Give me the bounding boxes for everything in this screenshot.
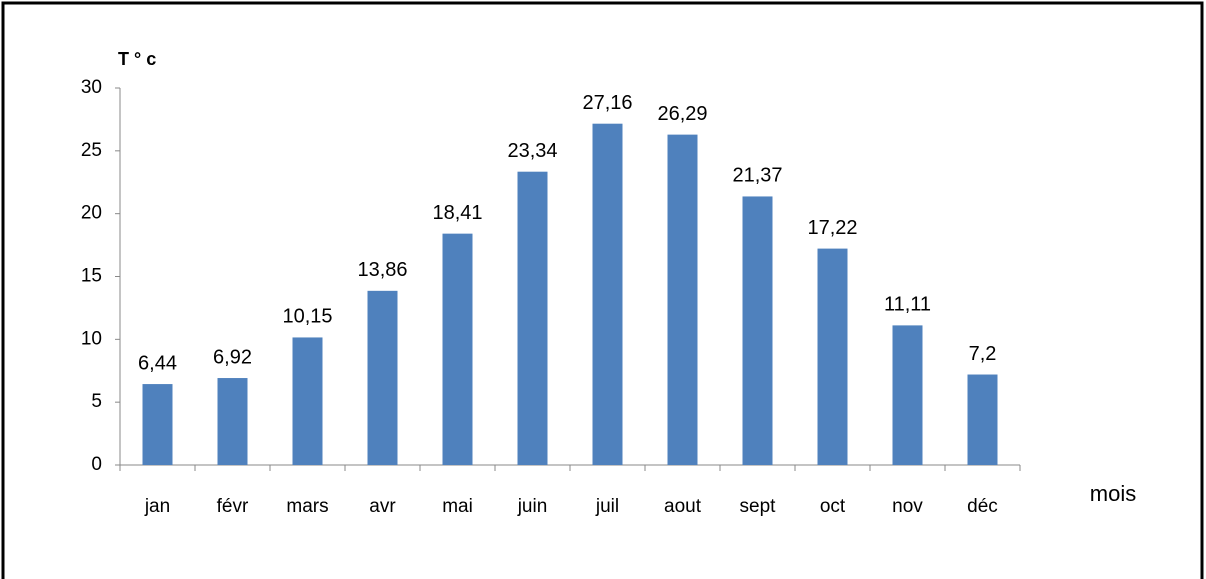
x-tick-label: jan [144, 496, 170, 517]
value-label: 26,29 [657, 103, 707, 125]
value-label: 18,41 [432, 202, 482, 224]
y-tick-label: 10 [81, 328, 102, 349]
y-tick-label: 0 [91, 454, 102, 475]
y-axis-label: T ° c [118, 49, 156, 69]
bar [367, 290, 398, 465]
bar [667, 134, 698, 466]
bar [142, 384, 173, 465]
value-label: 13,86 [357, 259, 407, 281]
x-tick-label: déc [967, 496, 998, 517]
bar [517, 171, 548, 465]
x-tick-label: oct [820, 496, 846, 517]
bar [742, 196, 773, 466]
x-axis-label: mois [1090, 481, 1136, 506]
x-tick-label: mai [442, 496, 473, 517]
bar [892, 325, 923, 465]
value-label: 10,15 [282, 306, 332, 328]
value-label: 17,22 [807, 217, 857, 239]
value-label: 7,2 [969, 343, 997, 365]
value-label: 21,37 [732, 165, 782, 187]
y-tick-label: 5 [91, 391, 102, 412]
value-label: 6,44 [138, 352, 177, 374]
x-tick-label: avr [369, 496, 396, 517]
value-label: 11,11 [884, 294, 931, 316]
x-tick-label: sept [740, 496, 777, 517]
y-tick-label: 25 [81, 140, 102, 161]
x-tick-label: févr [217, 496, 249, 517]
x-tick-label: juin [517, 496, 548, 517]
bar [592, 123, 623, 465]
bar [292, 337, 323, 465]
bar [442, 233, 473, 465]
x-tick-label: juil [595, 496, 619, 517]
x-tick-label: nov [892, 496, 923, 517]
x-tick-label: aout [664, 496, 702, 517]
bar [217, 378, 248, 465]
value-label: 23,34 [507, 140, 557, 162]
bar [967, 374, 998, 465]
value-label: 6,92 [213, 346, 252, 368]
bar [817, 248, 848, 465]
y-tick-label: 20 [81, 203, 102, 224]
x-tick-label: mars [286, 496, 328, 517]
value-label: 27,16 [582, 92, 632, 114]
y-tick-label: 15 [81, 266, 102, 287]
y-tick-label: 30 [81, 77, 102, 98]
